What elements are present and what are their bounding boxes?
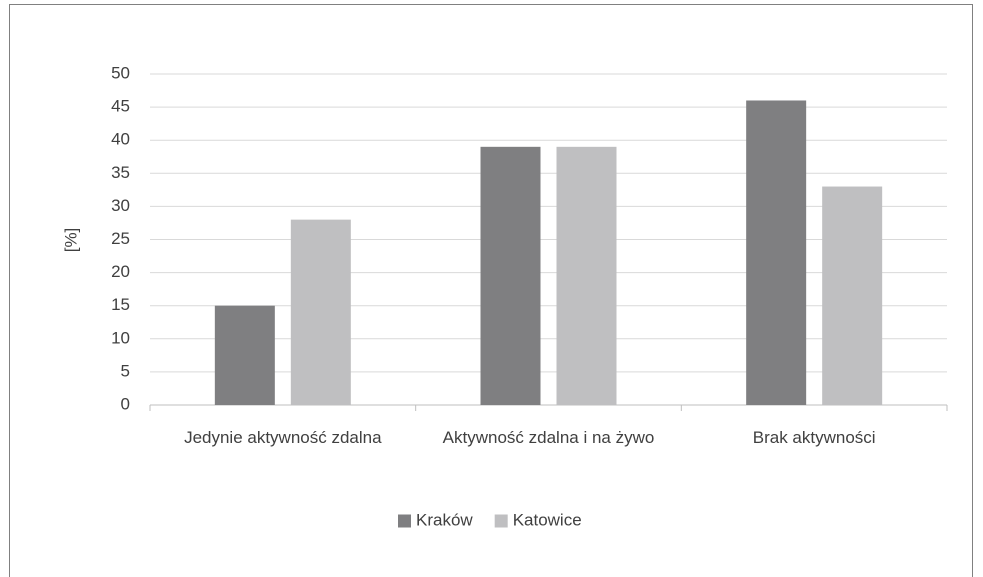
- y-tick-label: 0: [121, 394, 130, 413]
- bar: [822, 186, 883, 405]
- y-tick-label: 20: [111, 262, 130, 281]
- frame: [9, 4, 973, 577]
- legend-label: Katowice: [513, 510, 582, 529]
- x-tick-label: Jedynie aktywność zdalna: [184, 428, 382, 447]
- y-tick-label: 30: [111, 196, 130, 215]
- y-tick-label: 15: [111, 295, 130, 314]
- bar: [556, 146, 617, 405]
- y-axis-label: [%]: [61, 228, 80, 253]
- legend-swatch: [398, 514, 411, 528]
- y-tick-label: 25: [111, 229, 130, 248]
- y-tick-label: 10: [111, 328, 130, 347]
- bar: [290, 219, 351, 405]
- y-tick-label: 5: [121, 361, 130, 380]
- bar: [214, 305, 275, 405]
- y-tick-label: 50: [111, 63, 130, 82]
- y-tick-label: 40: [111, 130, 130, 149]
- x-tick-label: Brak aktywności: [752, 428, 876, 447]
- bar: [480, 146, 541, 405]
- bar: [746, 100, 807, 405]
- legend-swatch: [494, 514, 508, 528]
- x-tick-label: Aktywność zdalna i na żywo: [442, 428, 655, 447]
- y-tick-label: 35: [111, 163, 130, 182]
- y-tick-label: 45: [111, 97, 130, 116]
- legend-label: Kraków: [416, 510, 473, 529]
